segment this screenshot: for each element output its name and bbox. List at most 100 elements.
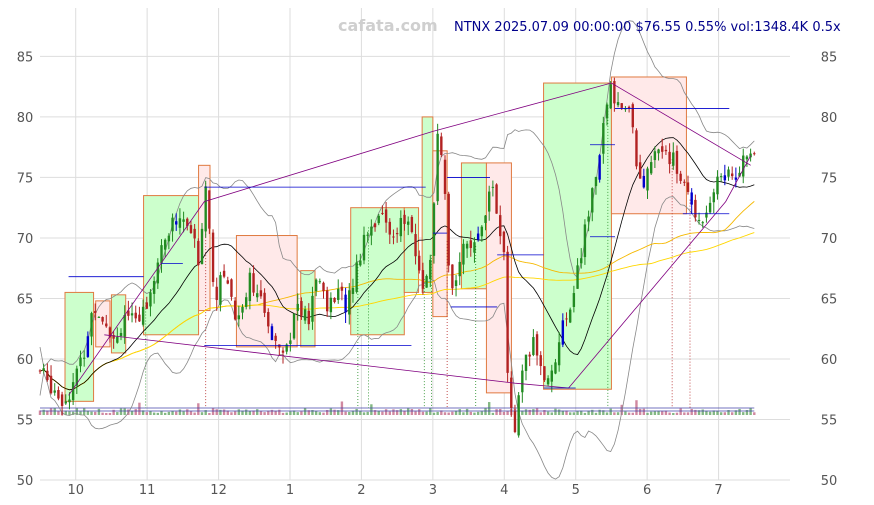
volume-bar bbox=[499, 408, 502, 415]
volume-bar bbox=[241, 410, 244, 415]
volume-bar bbox=[565, 410, 568, 415]
volume-bar bbox=[418, 409, 421, 415]
volume-bar bbox=[465, 408, 469, 415]
volume-bar bbox=[215, 409, 218, 415]
candle-body bbox=[594, 176, 598, 187]
volume-bar bbox=[701, 409, 704, 415]
volume-bar bbox=[712, 410, 715, 415]
candle-body bbox=[348, 290, 351, 315]
candle-body bbox=[197, 240, 200, 266]
volume-bar bbox=[263, 412, 266, 415]
candle-body bbox=[38, 370, 42, 372]
volume-bar bbox=[734, 410, 738, 415]
candle-body bbox=[502, 231, 506, 253]
y-tick-label-right: 60 bbox=[821, 353, 838, 368]
candle-body bbox=[119, 332, 123, 337]
volume-bar bbox=[355, 408, 358, 415]
candle-body bbox=[679, 173, 682, 181]
box-layer bbox=[64, 76, 687, 402]
volume-bar bbox=[82, 408, 86, 415]
candle-body bbox=[329, 297, 333, 313]
volume-bar bbox=[598, 409, 601, 415]
candle-body bbox=[156, 262, 160, 284]
y-tick-label-left: 60 bbox=[17, 353, 34, 368]
candle-body bbox=[719, 176, 723, 178]
volume-bar bbox=[521, 410, 524, 415]
volume-bar bbox=[123, 408, 126, 415]
y-tick-label-right: 70 bbox=[821, 232, 838, 247]
candle-body bbox=[705, 212, 708, 218]
candle-body bbox=[583, 224, 587, 258]
candle-body bbox=[613, 81, 616, 104]
candle-body bbox=[377, 215, 380, 224]
y-tick-label-left: 65 bbox=[17, 292, 34, 307]
candle-body bbox=[370, 226, 373, 236]
volume-bar bbox=[683, 412, 686, 415]
candle-body bbox=[351, 287, 355, 294]
candle-body bbox=[557, 342, 561, 366]
candle-body bbox=[145, 302, 148, 309]
volume-bar bbox=[303, 408, 307, 415]
candle-body bbox=[149, 292, 152, 307]
volume-bar bbox=[97, 408, 101, 415]
volume-bar bbox=[421, 411, 425, 415]
volume-bar bbox=[256, 409, 259, 415]
volume-bar bbox=[351, 410, 355, 415]
candle-body bbox=[591, 188, 594, 213]
volume-bar bbox=[79, 411, 82, 415]
candle-body bbox=[160, 245, 163, 263]
volume-bar bbox=[314, 411, 318, 415]
x-tick-label: 7 bbox=[714, 483, 722, 498]
candle-body bbox=[414, 234, 417, 257]
candle-body bbox=[49, 375, 53, 394]
candle-body bbox=[90, 313, 93, 337]
candle-body bbox=[362, 234, 366, 261]
candle-body bbox=[580, 258, 583, 264]
volume-bar bbox=[230, 412, 233, 415]
volume-bar bbox=[112, 409, 115, 415]
volume-bar bbox=[719, 412, 723, 415]
volume-bar bbox=[690, 408, 693, 415]
candle-body bbox=[244, 297, 248, 307]
candle-body bbox=[476, 233, 480, 240]
volume-bar bbox=[193, 412, 196, 415]
candle-body bbox=[716, 176, 719, 195]
candle-body bbox=[289, 340, 292, 344]
candle-body bbox=[105, 323, 108, 327]
candle-body bbox=[638, 162, 642, 179]
volume-bar bbox=[708, 411, 712, 415]
volume-bar bbox=[749, 408, 752, 415]
volume-bar bbox=[141, 410, 145, 415]
candle-body bbox=[620, 103, 623, 108]
volume-bar bbox=[57, 411, 60, 415]
candle-body bbox=[267, 312, 270, 327]
candle-body bbox=[322, 282, 325, 292]
volume-bar bbox=[502, 411, 506, 415]
candle-body bbox=[403, 214, 406, 224]
volume-bar bbox=[200, 412, 204, 415]
volume-bar bbox=[392, 409, 395, 415]
volume-bar bbox=[410, 409, 414, 415]
volume-bar bbox=[270, 409, 274, 415]
volume-bar bbox=[528, 409, 531, 415]
volume-bar bbox=[414, 411, 417, 415]
candle-body bbox=[683, 181, 686, 183]
volume-bar bbox=[591, 409, 594, 415]
candle-body bbox=[454, 280, 458, 286]
volume-bar bbox=[642, 408, 646, 415]
candle-body bbox=[208, 190, 211, 229]
y-tick-label-left: 70 bbox=[17, 232, 34, 247]
candle-body bbox=[186, 218, 189, 227]
volume-bar bbox=[362, 412, 366, 415]
volume-bar bbox=[130, 410, 134, 415]
volume-bar bbox=[71, 411, 75, 415]
volume-bar bbox=[90, 411, 93, 415]
candle-body bbox=[392, 236, 395, 238]
volume-bar bbox=[64, 410, 67, 415]
bollinger-lower bbox=[39, 196, 755, 480]
volume-bar bbox=[248, 411, 252, 415]
volume-bar bbox=[484, 408, 487, 415]
volume-bar bbox=[333, 409, 336, 415]
candle-body bbox=[521, 370, 524, 393]
